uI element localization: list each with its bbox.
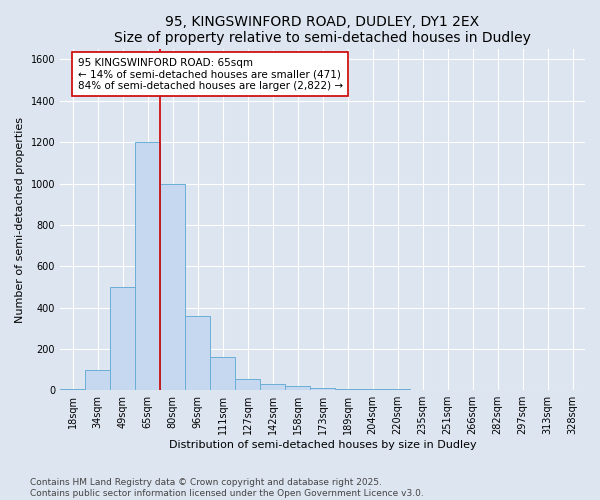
Bar — [135, 142, 160, 390]
Y-axis label: Number of semi-detached properties: Number of semi-detached properties — [15, 116, 25, 322]
Bar — [260, 384, 285, 390]
Bar — [285, 386, 310, 390]
Bar — [310, 388, 335, 390]
Bar — [360, 389, 385, 390]
Bar — [160, 184, 185, 390]
Bar — [210, 357, 235, 390]
Bar — [85, 370, 110, 390]
Bar — [60, 389, 85, 390]
X-axis label: Distribution of semi-detached houses by size in Dudley: Distribution of semi-detached houses by … — [169, 440, 476, 450]
Bar — [235, 379, 260, 390]
Bar — [185, 316, 210, 390]
Bar — [110, 287, 135, 390]
Bar — [335, 388, 360, 390]
Text: Contains HM Land Registry data © Crown copyright and database right 2025.
Contai: Contains HM Land Registry data © Crown c… — [30, 478, 424, 498]
Bar — [385, 389, 410, 390]
Text: 95 KINGSWINFORD ROAD: 65sqm
← 14% of semi-detached houses are smaller (471)
84% : 95 KINGSWINFORD ROAD: 65sqm ← 14% of sem… — [77, 58, 343, 91]
Title: 95, KINGSWINFORD ROAD, DUDLEY, DY1 2EX
Size of property relative to semi-detache: 95, KINGSWINFORD ROAD, DUDLEY, DY1 2EX S… — [114, 15, 531, 45]
